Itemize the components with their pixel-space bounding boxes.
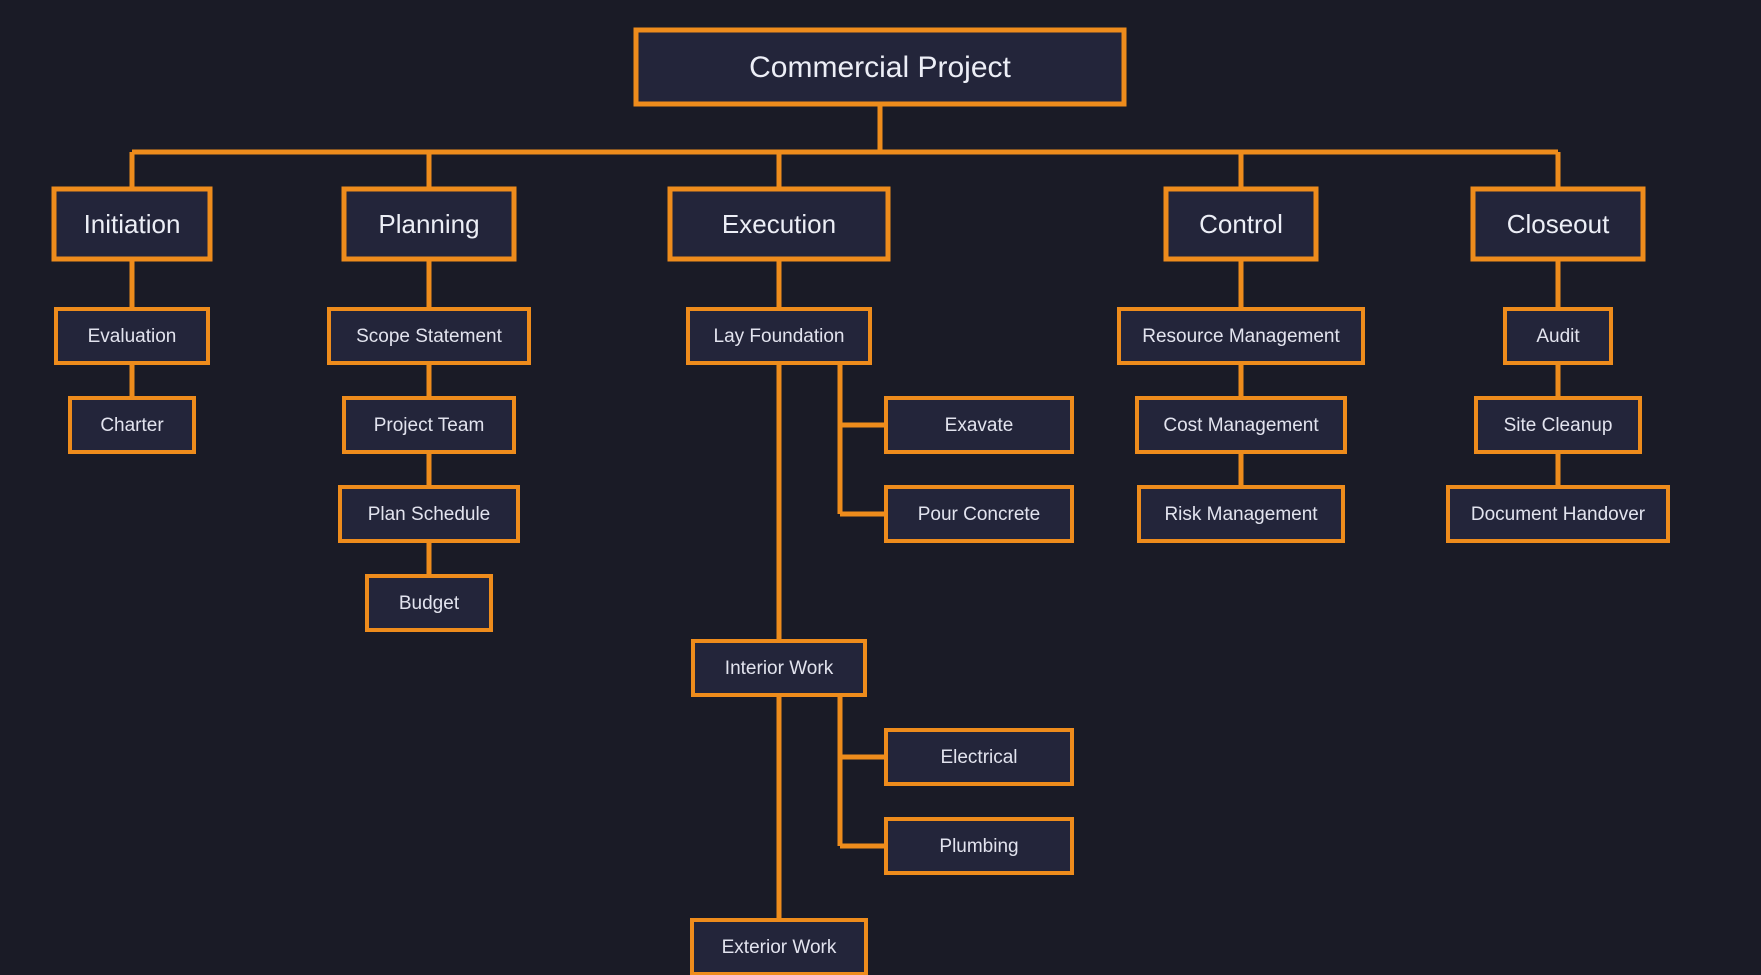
task-label: Electrical (940, 747, 1017, 768)
task-label: Lay Foundation (714, 326, 845, 347)
task-audit: Audit (1505, 309, 1611, 363)
task-document-handover: Document Handover (1448, 487, 1668, 541)
root-label: Commercial Project (749, 51, 1011, 84)
task-label: Evaluation (88, 326, 177, 347)
task-label: Audit (1536, 326, 1580, 347)
task-label: Plan Schedule (368, 504, 491, 525)
phase-control: Control (1166, 189, 1316, 259)
phase-initiation: Initiation (54, 189, 210, 259)
task-site-cleanup: Site Cleanup (1476, 398, 1640, 452)
task-label: Document Handover (1471, 504, 1646, 525)
task-budget: Budget (367, 576, 491, 630)
task-exterior-work: Exterior Work (692, 920, 866, 974)
phase-label: Control (1199, 209, 1283, 239)
task-label: Project Team (374, 415, 485, 436)
task-charter: Charter (70, 398, 194, 452)
subtask-exavate: Exavate (886, 398, 1072, 452)
phase-label: Execution (722, 209, 836, 239)
phase-execution: Execution (670, 189, 888, 259)
task-label: Pour Concrete (918, 504, 1041, 525)
subtask-pour-concrete: Pour Concrete (886, 487, 1072, 541)
task-label: Interior Work (725, 658, 834, 679)
task-risk-management: Risk Management (1139, 487, 1343, 541)
phase-label: Closeout (1507, 209, 1610, 239)
task-label: Plumbing (939, 836, 1018, 857)
task-scope-statement: Scope Statement (329, 309, 529, 363)
task-label: Exavate (945, 415, 1014, 436)
task-plan-schedule: Plan Schedule (340, 487, 518, 541)
task-label: Budget (399, 593, 460, 614)
task-resource-management: Resource Management (1119, 309, 1363, 363)
task-label: Resource Management (1142, 326, 1340, 347)
task-project-team: Project Team (344, 398, 514, 452)
task-lay-foundation: Lay Foundation (688, 309, 870, 363)
task-cost-management: Cost Management (1137, 398, 1345, 452)
task-label: Risk Management (1164, 504, 1318, 525)
phase-planning: Planning (344, 189, 514, 259)
phase-label: Initiation (84, 209, 181, 239)
phase-label: Planning (378, 209, 479, 239)
task-evaluation: Evaluation (56, 309, 208, 363)
node-root: Commercial Project (636, 30, 1124, 104)
subtask-electrical: Electrical (886, 730, 1072, 784)
task-label: Charter (100, 415, 164, 436)
task-label: Cost Management (1163, 415, 1319, 436)
task-label: Site Cleanup (1504, 415, 1613, 436)
task-label: Scope Statement (356, 326, 502, 347)
task-label: Exterior Work (722, 937, 837, 958)
phase-closeout: Closeout (1473, 189, 1643, 259)
subtask-plumbing: Plumbing (886, 819, 1072, 873)
task-interior-work: Interior Work (693, 641, 865, 695)
wbs-diagram: Commercial Project Initiation Planning E… (0, 0, 1761, 975)
